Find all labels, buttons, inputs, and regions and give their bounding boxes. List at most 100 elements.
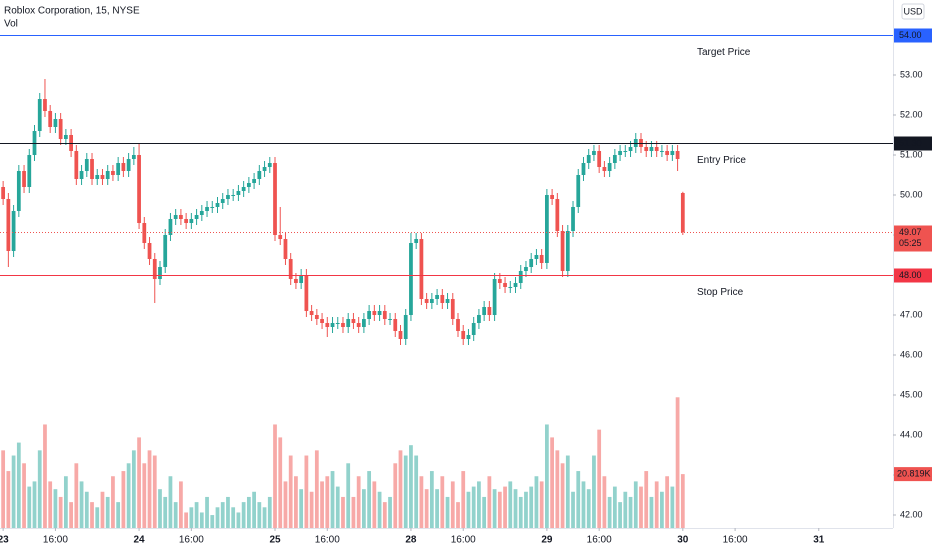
volume-bar: [241, 502, 246, 528]
volume-bar: [325, 476, 330, 528]
candle-body: [403, 315, 408, 339]
candle-body: [294, 279, 298, 283]
candle-body: [168, 219, 173, 235]
candle-body: [529, 259, 534, 267]
volume-bar: [534, 476, 539, 528]
volume-bar: [199, 512, 204, 528]
volume-bar: [618, 502, 622, 528]
volume-bar: [675, 397, 680, 528]
volume-bar: [278, 437, 283, 528]
volume-bar: [147, 450, 152, 528]
x-tick-label: 16:00: [43, 535, 68, 546]
y-tick-label: 51.00: [900, 149, 923, 159]
volume-bar: [16, 442, 21, 528]
x-tick-label: 30: [677, 535, 689, 546]
candle-body: [576, 175, 581, 207]
currency-button[interactable]: [901, 3, 925, 20]
volume-bar: [346, 463, 351, 528]
candle-body: [262, 167, 267, 171]
volume-bar: [121, 471, 126, 528]
candle-body: [179, 215, 183, 219]
volume-bar: [356, 476, 361, 528]
candle-body: [58, 119, 63, 139]
volume-bar: [288, 455, 293, 528]
candle-body: [482, 307, 487, 315]
candle-body: [466, 335, 471, 339]
volume-bar: [529, 486, 534, 528]
candle-body: [283, 239, 288, 259]
candle-body: [11, 211, 16, 251]
volume-bar: [550, 437, 554, 528]
candle-body: [330, 323, 335, 327]
candle-body: [325, 323, 330, 327]
volume-bar: [168, 476, 173, 528]
volume-bar: [660, 491, 664, 528]
volume-bar: [100, 491, 105, 528]
volume-bar: [131, 450, 136, 528]
volume-bar: [367, 471, 372, 528]
candle-body: [456, 319, 460, 331]
countdown: 05:25: [899, 238, 922, 248]
candle-body: [660, 151, 664, 152]
candle-body: [597, 151, 602, 167]
candle-body: [278, 235, 283, 239]
candle-body: [429, 299, 434, 303]
volume-bar: [220, 502, 225, 528]
candle-body: [644, 147, 649, 151]
volume-bar: [545, 424, 549, 528]
volume-bar: [351, 496, 356, 528]
candle-body: [137, 155, 141, 223]
volume-bar: [22, 463, 26, 528]
candle-body: [131, 155, 136, 159]
candle-body: [565, 231, 570, 271]
candle-body: [461, 331, 466, 339]
level-name: Entry Price: [697, 155, 746, 166]
volume-bar: [639, 486, 643, 528]
volume-bar: [314, 450, 319, 528]
candle-body: [513, 283, 518, 287]
volume-bar: [189, 507, 194, 528]
volume-bar: [294, 476, 298, 528]
candle-body: [618, 151, 622, 155]
volume-bar: [393, 463, 398, 528]
candle-body: [246, 183, 251, 187]
volume-bar: [53, 489, 58, 528]
volume-bar: [27, 486, 32, 528]
x-tick-label: 16:00: [451, 535, 476, 546]
candle-body: [665, 151, 670, 155]
candle-body: [534, 255, 539, 259]
volume-bar: [382, 502, 387, 528]
candle-body: [581, 163, 586, 175]
level-badge: [894, 136, 932, 151]
candle-body: [377, 311, 382, 315]
candle-body: [220, 199, 225, 203]
volume-bar: [612, 486, 617, 528]
volume-bar: [586, 489, 591, 528]
volume-bar: [184, 512, 189, 528]
volume-bar: [262, 507, 267, 528]
volume-bar: [649, 496, 654, 528]
x-tick-label: 28: [405, 535, 417, 546]
volume-bar: [560, 463, 565, 528]
volume-bar: [246, 496, 251, 528]
volume-bar: [335, 486, 340, 528]
candle-body: [487, 307, 492, 315]
volume-bar: [116, 502, 121, 528]
volume-bar: [179, 481, 183, 528]
y-tick-label: 47.00: [900, 309, 923, 319]
candle-body: [257, 171, 262, 179]
volume-bar: [597, 429, 602, 528]
candle-body: [649, 147, 654, 151]
candle-body: [16, 171, 21, 211]
x-tick-label: 24: [134, 535, 146, 546]
volume-bar: [565, 455, 570, 528]
candle-body: [440, 295, 445, 303]
level-badge-label: 48.00: [899, 270, 922, 280]
volume-bar: [63, 476, 68, 528]
candle-body: [346, 319, 351, 327]
volume-bar: [665, 476, 670, 528]
x-tick-label: 16:00: [179, 535, 204, 546]
candle-body: [63, 135, 68, 139]
candle-body: [654, 147, 659, 151]
candle-body: [100, 175, 105, 179]
